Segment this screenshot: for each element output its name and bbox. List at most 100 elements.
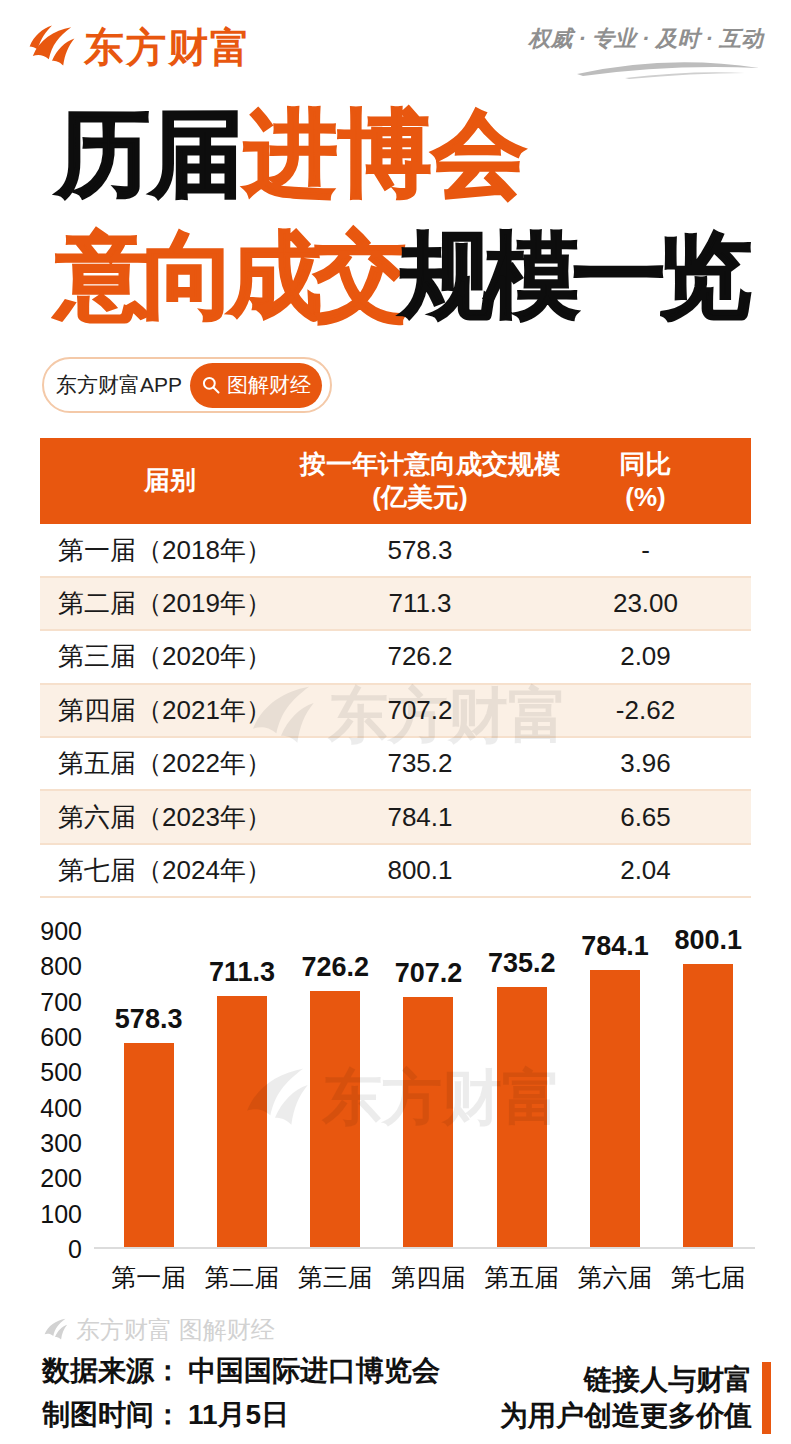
- brand-slogan-text: 权威 · 专业 · 及时 · 互动: [528, 24, 763, 54]
- table-cell: 第二届（2019年）: [40, 586, 300, 621]
- infographic-page: 东方财富 权威 · 专业 · 及时 · 互动 历届进博会 意向成交规模一览 东方…: [0, 0, 791, 1444]
- x-tick-label: 第三届: [289, 1261, 382, 1294]
- table-cell: 707.2: [300, 695, 540, 726]
- table-cell: 2.04: [540, 855, 751, 886]
- footer-slogan: 链接人与财富 为用户创造更多价值: [500, 1362, 752, 1434]
- bar-slot: 784.1: [568, 931, 661, 1247]
- bar-slot: 578.3: [102, 1004, 195, 1247]
- page-title: 历届进博会 意向成交规模一览: [56, 93, 791, 337]
- y-tick-label: 200: [40, 1164, 82, 1193]
- search-icon: [201, 375, 221, 395]
- bar-value-label: 578.3: [115, 1004, 183, 1035]
- table-cell: 711.3: [300, 588, 540, 619]
- table-cell: 第六届（2023年）: [40, 800, 300, 835]
- bar-slot: 707.2: [382, 958, 475, 1247]
- table-header-cell: 届别: [40, 464, 300, 498]
- brand-logo: 东方财富: [28, 20, 252, 75]
- footer: 东方财富 图解财经 数据来源：中国国际进口博览会 制图时间：11月5日 链接人与…: [42, 1314, 771, 1434]
- bar: [683, 964, 733, 1247]
- table-header-cell: 按一年计意向成交规模(亿美元): [300, 448, 540, 516]
- table-cell: 23.00: [540, 588, 751, 619]
- bar-slot: 735.2: [475, 948, 568, 1247]
- data-table: 届别 按一年计意向成交规模(亿美元) 同比(%) 第一届（2018年）578.3…: [40, 438, 751, 898]
- x-tick-label: 第四届: [382, 1261, 475, 1294]
- footer-right: 链接人与财富 为用户创造更多价值: [500, 1362, 771, 1434]
- top-bar: 东方财富 权威 · 专业 · 及时 · 互动: [0, 0, 791, 83]
- brand-logo-text: 东方财富: [84, 20, 252, 75]
- app-badge-label: 东方财富APP: [56, 371, 182, 399]
- y-tick-label: 600: [40, 1023, 82, 1052]
- bar-slot: 711.3: [195, 957, 288, 1247]
- table-cell: 3.96: [540, 748, 751, 779]
- tag-button-label: 图解财经: [227, 371, 311, 399]
- table-row: 第二届（2019年）711.323.00: [40, 578, 751, 631]
- table-cell: 第三届（2020年）: [40, 639, 300, 674]
- bar: [124, 1043, 174, 1247]
- table-row: 第五届（2022年）735.23.96: [40, 738, 751, 791]
- table-row: 第六届（2023年）784.16.65: [40, 791, 751, 844]
- table-header-cell: 同比(%): [540, 448, 751, 516]
- table-cell: 第一届（2018年）: [40, 533, 300, 568]
- table-cell: 784.1: [300, 802, 540, 833]
- bar-value-label: 707.2: [395, 958, 463, 989]
- brand-logo-icon: [28, 24, 76, 72]
- x-labels: 第一届第二届第三届第四届第五届第六届第七届: [94, 1261, 755, 1294]
- footer-left: 东方财富 图解财经 数据来源：中国国际进口博览会 制图时间：11月5日: [42, 1314, 440, 1434]
- y-tick-label: 900: [40, 917, 82, 946]
- data-source-line: 数据来源：中国国际进口博览会: [42, 1352, 440, 1390]
- table-cell: 第四届（2021年）: [40, 693, 300, 728]
- table-cell: 578.3: [300, 535, 540, 566]
- y-tick-label: 0: [68, 1235, 82, 1264]
- x-tick-label: 第一届: [102, 1261, 195, 1294]
- y-tick-label: 300: [40, 1129, 82, 1158]
- bar: [310, 991, 360, 1248]
- chart-time-line: 制图时间：11月5日: [42, 1396, 440, 1434]
- x-tick-label: 第六届: [568, 1261, 661, 1294]
- page-title-line2: 意向成交规模一览: [56, 215, 791, 337]
- page-title-line1: 历届进博会: [56, 93, 791, 215]
- bar-value-label: 711.3: [209, 957, 275, 988]
- table-row: 第三届（2020年）726.22.09: [40, 631, 751, 684]
- table-row: 第四届（2021年）707.2-2.62: [40, 685, 751, 738]
- table-cell: 2.09: [540, 641, 751, 672]
- table-cell: -: [540, 535, 751, 566]
- bar-slot: 800.1: [662, 925, 755, 1247]
- slogan-swoosh-decoration: [528, 61, 763, 83]
- table-body: 第一届（2018年）578.3-第二届（2019年）711.323.00第三届（…: [40, 524, 751, 898]
- x-tick-label: 第二届: [195, 1261, 288, 1294]
- y-tick-label: 500: [40, 1058, 82, 1087]
- footer-accent-bar: [762, 1362, 771, 1434]
- bar-value-label: 800.1: [675, 925, 743, 956]
- table-header: 届别 按一年计意向成交规模(亿美元) 同比(%): [40, 438, 751, 524]
- table-row: 第七届（2024年）800.12.04: [40, 845, 751, 898]
- table-cell: -2.62: [540, 695, 751, 726]
- x-tick-label: 第五届: [475, 1261, 568, 1294]
- table-cell: 第五届（2022年）: [40, 746, 300, 781]
- table-row: 第一届（2018年）578.3-: [40, 524, 751, 577]
- bar: [403, 997, 453, 1247]
- bar-value-label: 735.2: [488, 948, 556, 979]
- y-axis: 0100200300400500600700800900: [40, 931, 82, 1249]
- bar: [217, 996, 267, 1247]
- table-cell: 726.2: [300, 641, 540, 672]
- brand-slogan: 权威 · 专业 · 及时 · 互动: [528, 24, 763, 83]
- y-tick-label: 800: [40, 952, 82, 981]
- y-tick-label: 100: [40, 1199, 82, 1228]
- footer-watermark: 东方财富 图解财经: [42, 1314, 440, 1346]
- y-tick-label: 400: [40, 1093, 82, 1122]
- app-badge: 东方财富APP 图解财经: [42, 357, 332, 413]
- footer-watermark-text: 东方财富 图解财经: [76, 1314, 275, 1346]
- table-cell: 735.2: [300, 748, 540, 779]
- footer-logo-icon: [42, 1317, 68, 1343]
- tag-button[interactable]: 图解财经: [190, 363, 322, 408]
- y-tick-label: 700: [40, 987, 82, 1016]
- bar-chart: 0100200300400500600700800900 578.3711.37…: [40, 931, 755, 1294]
- bar-value-label: 726.2: [301, 952, 369, 983]
- bar-slot: 726.2: [289, 952, 382, 1248]
- table-cell: 6.65: [540, 802, 751, 833]
- bar: [497, 987, 547, 1247]
- x-tick-label: 第七届: [662, 1261, 755, 1294]
- bars: 578.3711.3726.2707.2735.2784.1800.1: [94, 931, 755, 1249]
- bar-value-label: 784.1: [581, 931, 649, 962]
- bar: [590, 970, 640, 1247]
